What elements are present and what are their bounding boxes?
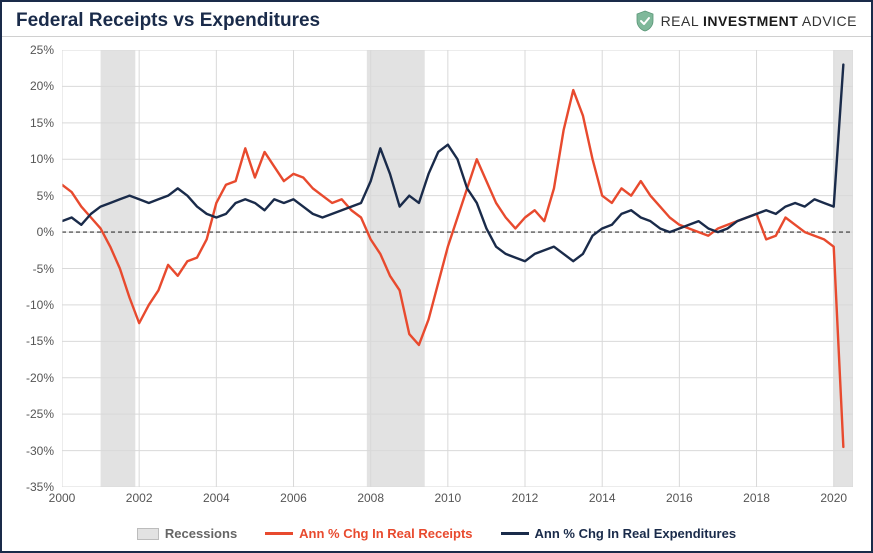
plot-area — [62, 50, 853, 487]
x-tick-label: 2018 — [743, 491, 770, 505]
y-tick-label: -25% — [26, 407, 54, 421]
chart-title: Federal Receipts vs Expenditures — [16, 10, 320, 32]
legend: Recessions Ann % Chg In Real Receipts An… — [2, 526, 871, 541]
x-tick-label: 2004 — [203, 491, 230, 505]
plot-svg — [62, 50, 853, 487]
x-tick-label: 2008 — [357, 491, 384, 505]
y-tick-label: 25% — [30, 43, 54, 57]
y-tick-label: -20% — [26, 371, 54, 385]
y-tick-label: 20% — [30, 79, 54, 93]
brand-text-2: INVESTMENT — [703, 13, 798, 29]
legend-label-expenditures: Ann % Chg In Real Expenditures — [535, 526, 737, 541]
y-tick-label: 15% — [30, 116, 54, 130]
legend-swatch-receipts — [265, 532, 293, 535]
chart-container: Federal Receipts vs Expenditures REAL IN… — [0, 0, 873, 553]
y-tick-label: -10% — [26, 298, 54, 312]
x-tick-label: 2000 — [49, 491, 76, 505]
x-tick-label: 2002 — [126, 491, 153, 505]
x-tick-label: 2014 — [589, 491, 616, 505]
legend-label-receipts: Ann % Chg In Real Receipts — [299, 526, 472, 541]
y-tick-label: -30% — [26, 444, 54, 458]
brand-text-3: ADVICE — [798, 13, 857, 29]
legend-swatch-recessions — [137, 528, 159, 540]
y-tick-label: 10% — [30, 152, 54, 166]
y-tick-label: -15% — [26, 334, 54, 348]
brand-text-1: REAL — [661, 13, 703, 29]
x-tick-label: 2010 — [434, 491, 461, 505]
y-tick-label: 5% — [37, 189, 54, 203]
shield-icon — [635, 10, 655, 32]
x-axis: 2000200220042006200820102012201420162018… — [62, 489, 853, 507]
x-tick-label: 2020 — [820, 491, 847, 505]
legend-expenditures: Ann % Chg In Real Expenditures — [501, 526, 737, 541]
chart-header: Federal Receipts vs Expenditures REAL IN… — [2, 2, 871, 37]
brand-text: REAL INVESTMENT ADVICE — [661, 13, 857, 29]
y-tick-label: -5% — [33, 262, 54, 276]
y-axis: 25%20%15%10%5%0%-5%-10%-15%-20%-25%-30%-… — [12, 50, 58, 487]
x-tick-label: 2016 — [666, 491, 693, 505]
legend-receipts: Ann % Chg In Real Receipts — [265, 526, 472, 541]
legend-recessions: Recessions — [137, 526, 237, 541]
x-tick-label: 2006 — [280, 491, 307, 505]
x-tick-label: 2012 — [512, 491, 539, 505]
y-tick-label: 0% — [37, 225, 54, 239]
brand-logo: REAL INVESTMENT ADVICE — [635, 10, 857, 32]
legend-label-recessions: Recessions — [165, 526, 237, 541]
legend-swatch-expenditures — [501, 532, 529, 535]
